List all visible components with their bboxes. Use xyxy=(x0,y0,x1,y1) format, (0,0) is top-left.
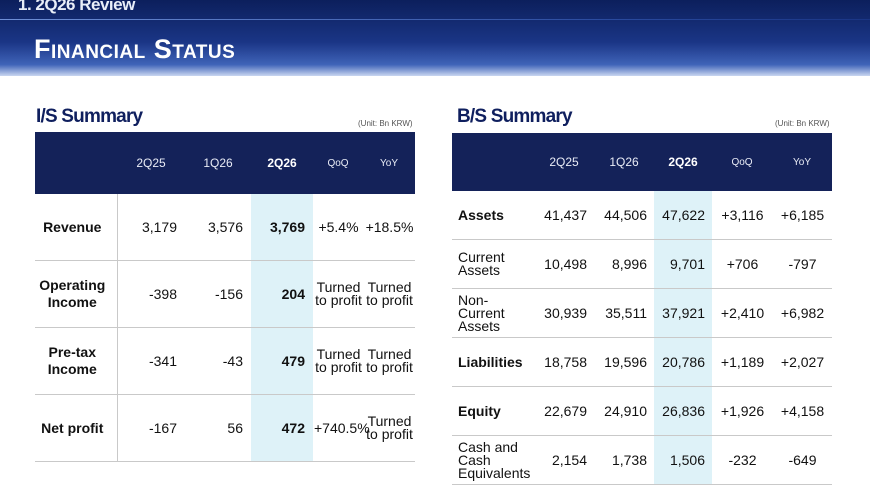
cell: 56 xyxy=(185,394,251,462)
cell: +6,185 xyxy=(772,191,832,240)
bs-header-row: 2Q25 1Q26 2Q26 QoQ YoY xyxy=(452,133,832,191)
cell-highlight: 479 xyxy=(251,327,313,395)
cell: +4,158 xyxy=(772,386,832,436)
cell: 3,179 xyxy=(117,194,185,261)
row-label: Liabilities xyxy=(452,337,534,387)
cell: 24,910 xyxy=(594,386,654,436)
bs-unit-note: (Unit: Bn KRW) xyxy=(775,119,830,128)
cell-highlight: 9,701 xyxy=(654,239,712,289)
section-label: 1. 2Q26 Review xyxy=(18,0,135,14)
cell: +1,926 xyxy=(712,386,772,436)
is-header-row: 2Q25 1Q26 2Q26 QoQ YoY xyxy=(35,132,415,194)
row-label: Cash and Cash Equivalents xyxy=(452,435,534,485)
is-summary-title: I/S Summary xyxy=(36,106,143,127)
cell: +2,410 xyxy=(712,288,772,338)
cell: +6,982 xyxy=(772,288,832,338)
table-row: Liabilities 18,758 19,596 20,786 +1,189 … xyxy=(452,337,832,387)
is-unit-note: (Unit: Bn KRW) xyxy=(358,119,413,128)
is-summary-table: 2Q25 1Q26 2Q26 QoQ YoY Revenue 3,179 3,5… xyxy=(35,132,415,462)
table-row: Cash and Cash Equivalents 2,154 1,738 1,… xyxy=(452,435,832,485)
bs-col-qoq: QoQ xyxy=(712,133,772,191)
table-row: Non-Current Assets 30,939 35,511 37,921 … xyxy=(452,288,832,338)
cell: Turned to profit xyxy=(313,260,363,328)
cell: 18,758 xyxy=(534,337,594,387)
is-col-qoq: QoQ xyxy=(313,132,363,194)
table-row: Current Assets 10,498 8,996 9,701 +706 -… xyxy=(452,239,832,289)
table-row: Net profit -167 56 472 +740.5% Turned to… xyxy=(35,394,415,462)
bs-col-1q26: 1Q26 xyxy=(594,133,654,191)
cell: -156 xyxy=(185,260,251,328)
row-label: Equity xyxy=(452,386,534,436)
cell: 22,679 xyxy=(534,386,594,436)
page-title: Financial Status xyxy=(34,34,236,64)
cell: 3,576 xyxy=(185,194,251,261)
cell: Turned to profit xyxy=(363,327,415,395)
cell: 8,996 xyxy=(594,239,654,289)
cell-highlight: 472 xyxy=(251,394,313,462)
cell: -341 xyxy=(117,327,185,395)
cell: +3,116 xyxy=(712,191,772,240)
cell: 44,506 xyxy=(594,191,654,240)
cell: Turned to profit xyxy=(313,327,363,395)
cell: -232 xyxy=(712,435,772,485)
row-label: Revenue xyxy=(35,194,118,261)
cell: 41,437 xyxy=(534,191,594,240)
is-col-1q26: 1Q26 xyxy=(185,132,251,194)
row-label: Net profit xyxy=(35,394,118,462)
cell-highlight: 1,506 xyxy=(654,435,712,485)
is-col-2q25: 2Q25 xyxy=(117,132,185,194)
cell: 19,596 xyxy=(594,337,654,387)
bs-col-2q26: 2Q26 xyxy=(654,133,712,191)
is-col-2q26: 2Q26 xyxy=(251,132,313,194)
cell: -43 xyxy=(185,327,251,395)
table-row: Revenue 3,179 3,576 3,769 +5.4% +18.5% xyxy=(35,194,415,261)
cell: 30,939 xyxy=(534,288,594,338)
cell: +1,189 xyxy=(712,337,772,387)
row-label: Pre-tax Income xyxy=(35,327,118,395)
row-label: Operating Income xyxy=(35,260,118,328)
cell: 2,154 xyxy=(534,435,594,485)
row-label: Non-Current Assets xyxy=(452,288,534,338)
cell-highlight: 204 xyxy=(251,260,313,328)
cell: -398 xyxy=(117,260,185,328)
header-divider xyxy=(0,19,870,20)
cell: 35,511 xyxy=(594,288,654,338)
table-row: Operating Income -398 -156 204 Turned to… xyxy=(35,260,415,328)
cell-highlight: 3,769 xyxy=(251,194,313,261)
is-col-label xyxy=(35,132,117,194)
table-row: Assets 41,437 44,506 47,622 +3,116 +6,18… xyxy=(452,191,832,240)
cell: 10,498 xyxy=(534,239,594,289)
row-label: Current Assets xyxy=(452,239,534,289)
bs-summary-title: B/S Summary xyxy=(457,106,573,127)
cell: +706 xyxy=(712,239,772,289)
table-row: Pre-tax Income -341 -43 479 Turned to pr… xyxy=(35,327,415,395)
cell: +5.4% xyxy=(313,194,363,261)
cell: 1,738 xyxy=(594,435,654,485)
cell: -649 xyxy=(772,435,832,485)
cell-highlight: 26,836 xyxy=(654,386,712,436)
bs-col-label xyxy=(452,133,534,191)
cell-highlight: 47,622 xyxy=(654,191,712,240)
bs-col-yoy: YoY xyxy=(772,133,832,191)
page-header: 1. 2Q26 Review Financial Status xyxy=(0,0,870,76)
cell-highlight: 37,921 xyxy=(654,288,712,338)
table-row: Equity 22,679 24,910 26,836 +1,926 +4,15… xyxy=(452,386,832,436)
is-col-yoy: YoY xyxy=(363,132,415,194)
cell-highlight: 20,786 xyxy=(654,337,712,387)
cell: +18.5% xyxy=(363,194,415,261)
cell: -797 xyxy=(772,239,832,289)
cell: +2,027 xyxy=(772,337,832,387)
bs-summary-table: 2Q25 1Q26 2Q26 QoQ YoY Assets 41,437 44,… xyxy=(452,133,832,485)
cell: -167 xyxy=(117,394,185,462)
cell: Turned to profit xyxy=(363,394,415,462)
cell: +740.5% xyxy=(313,394,370,462)
row-label: Assets xyxy=(452,191,534,240)
bs-col-2q25: 2Q25 xyxy=(534,133,594,191)
cell: Turned to profit xyxy=(363,260,415,328)
